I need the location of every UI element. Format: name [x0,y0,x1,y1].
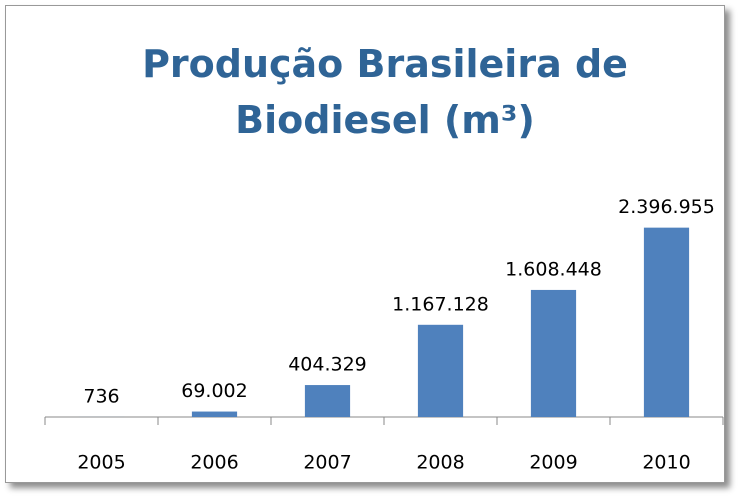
data-label: 2.396.955 [618,196,715,218]
x-tick-label: 2009 [529,452,577,474]
x-tick-label: 2006 [190,452,238,474]
bar [643,227,690,417]
data-label: 69.002 [181,380,247,402]
chart-frame [5,5,725,483]
data-label: 404.329 [288,354,367,376]
x-tick-label: 2008 [416,452,464,474]
chart-title: Produção Brasileira de Biodiesel (m³) [142,42,628,142]
bar [304,385,351,417]
data-label: 1.608.448 [505,258,602,280]
data-label: 1.167.128 [392,293,489,315]
data-label: 736 [83,385,119,407]
x-tick-label: 2007 [303,452,351,474]
x-tick-label: 2010 [642,452,690,474]
bar [191,411,238,417]
bar [417,324,464,417]
bar [530,289,577,417]
x-tick-label: 2005 [77,452,125,474]
